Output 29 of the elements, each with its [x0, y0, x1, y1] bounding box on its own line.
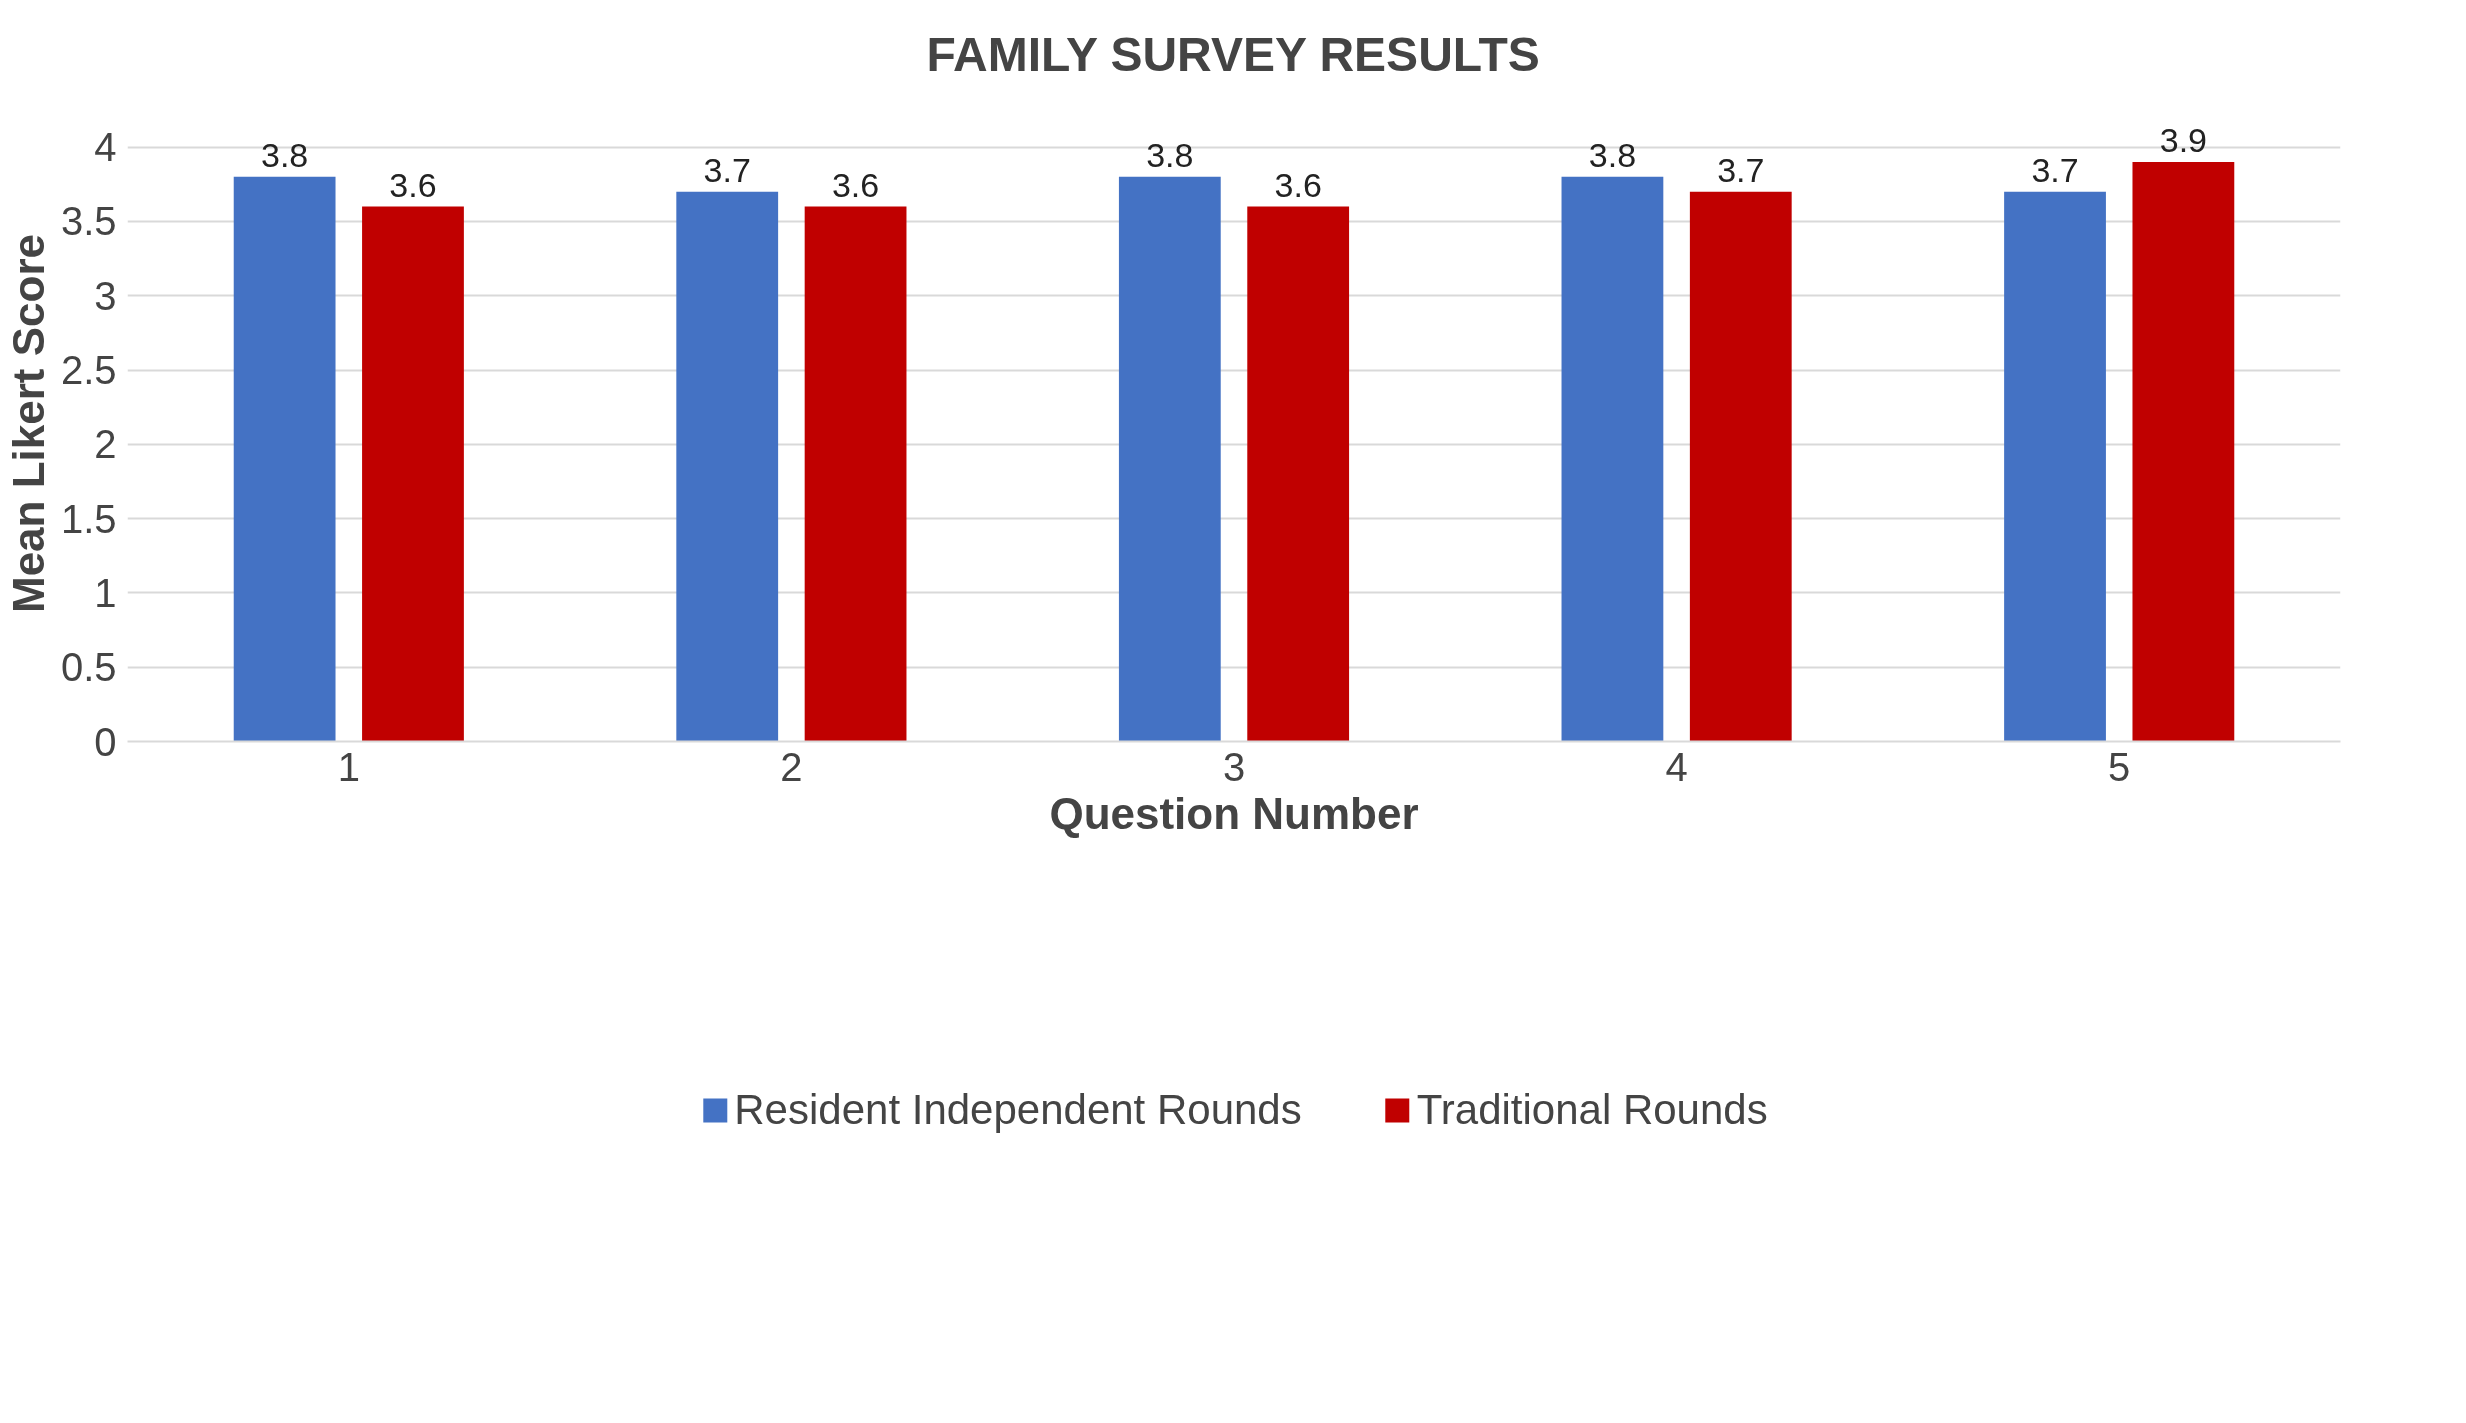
data-label: 3.6 [831, 165, 880, 204]
y-tick-label: 3 [94, 273, 117, 318]
y-tick-label: 1.5 [60, 496, 117, 541]
x-tick-label: 5 [2108, 744, 2131, 789]
data-label: 3.7 [703, 150, 751, 189]
chart-title: FAMILY SURVEY RESULTS [926, 27, 1540, 81]
data-label: 3.8 [260, 135, 309, 174]
data-label: 3.6 [389, 165, 437, 204]
y-tick-label: 3.5 [60, 199, 117, 244]
data-label: 3.8 [1146, 135, 1194, 174]
data-label: 3.9 [2159, 120, 2208, 159]
y-tick-label: 2.5 [60, 348, 117, 392]
data-label: 3.6 [1274, 165, 1322, 204]
data-label: 3.8 [1588, 135, 1637, 174]
legend-label: Resident Independent Rounds [734, 1085, 1302, 1135]
y-tick-label: 1 [94, 570, 117, 615]
data-label: 3.7 [1717, 150, 1765, 189]
x-tick-label: 1 [337, 744, 360, 789]
y-axis-title: Mean Likert Score [3, 233, 53, 614]
x-tick-label: 3 [1222, 744, 1246, 789]
legend-label: Traditional Rounds [1416, 1085, 1768, 1135]
x-tick-label: 4 [1665, 744, 1688, 789]
x-tick-label: 2 [780, 744, 803, 789]
y-tick-label: 0.5 [60, 645, 117, 690]
data-label: 3.7 [2031, 150, 2079, 189]
y-tick-label: 2 [94, 422, 117, 467]
y-tick-label: 4 [94, 125, 117, 170]
x-axis-title: Question Number [1049, 788, 1419, 838]
y-tick-label: 0 [94, 719, 117, 764]
